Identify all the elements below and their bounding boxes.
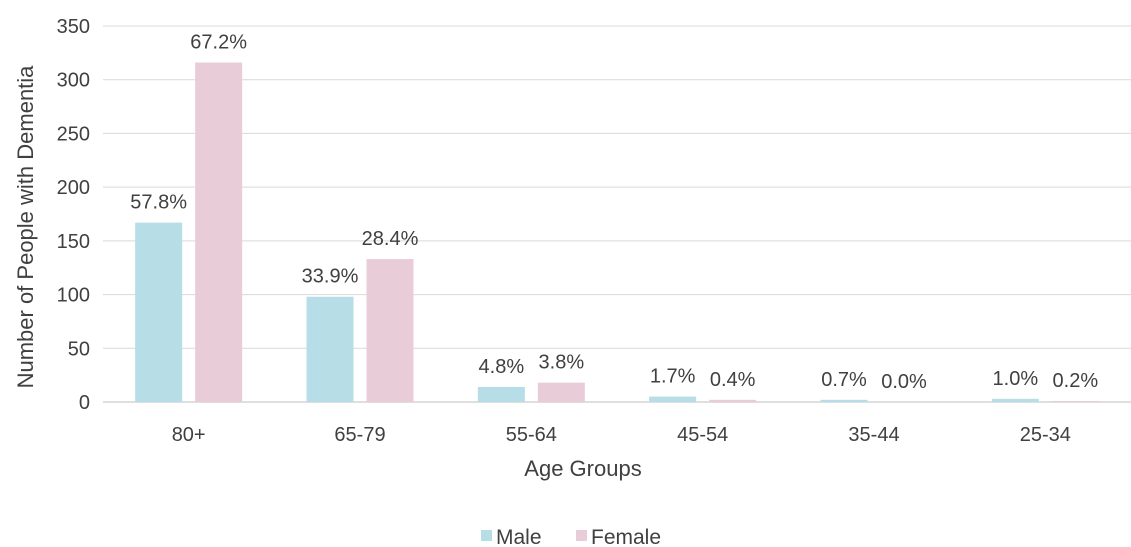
data-label: 1.7% (650, 366, 696, 388)
x-tick-label: 55-64 (506, 424, 557, 446)
x-tick-label: 65-79 (334, 424, 385, 446)
legend-label-male: Male (496, 526, 542, 547)
y-tick-label: 0 (79, 392, 90, 414)
bars (135, 62, 1099, 402)
y-tick-label: 200 (57, 177, 90, 199)
data-label: 3.8% (539, 352, 585, 374)
y-axis-title: Number of People with Dementia (13, 65, 38, 389)
x-axis-ticks: 80+ 65-79 55-64 45-54 35-44 25-34 (172, 424, 1071, 446)
x-tick-label: 45-54 (677, 424, 728, 446)
y-tick-label: 50 (68, 338, 90, 360)
gridlines (103, 25, 1131, 403)
data-label: 4.8% (479, 356, 525, 378)
data-label: 1.0% (993, 368, 1039, 390)
legend: Male Female (481, 526, 661, 547)
data-label: 67.2% (190, 32, 247, 54)
bar-male (991, 398, 1039, 402)
x-tick-label: 25-34 (1020, 424, 1071, 446)
bar-female (709, 399, 757, 402)
data-label: 0.2% (1053, 370, 1099, 392)
y-tick-label: 350 (57, 16, 90, 38)
x-axis-title: Age Groups (524, 456, 641, 481)
bar-female (537, 382, 585, 402)
x-tick-label: 35-44 (848, 424, 899, 446)
data-label: 0.7% (821, 369, 867, 391)
y-tick-label: 100 (57, 285, 90, 307)
data-label: 57.8% (130, 192, 187, 214)
data-label: 33.9% (302, 266, 359, 288)
legend-label-female: Female (591, 526, 661, 547)
legend-swatch-male (481, 530, 492, 541)
bar-female (366, 259, 414, 402)
bar-male (135, 222, 183, 402)
data-label: 28.4% (362, 228, 419, 250)
y-tick-label: 250 (57, 123, 90, 145)
data-labels: 57.8% 67.2% 33.9%28.4% 4.8% 3.8% 1.7% 0.4% 0.7%… (130, 32, 1098, 393)
y-tick-label: 150 (57, 231, 90, 253)
data-label: 0.4% (710, 369, 756, 391)
data-label: 0.0% (881, 371, 927, 393)
legend-swatch-female (576, 530, 587, 541)
bar-male (820, 399, 868, 402)
y-tick-label: 300 (57, 70, 90, 92)
bar-female (1051, 400, 1099, 402)
bar-female (195, 62, 243, 402)
bar-male (306, 296, 354, 402)
x-tick-label: 80+ (172, 424, 206, 446)
bar-male (477, 386, 525, 402)
bar-male (649, 396, 697, 402)
y-axis-ticks: 0 50 100 150 200 250 300 350 (57, 16, 90, 414)
